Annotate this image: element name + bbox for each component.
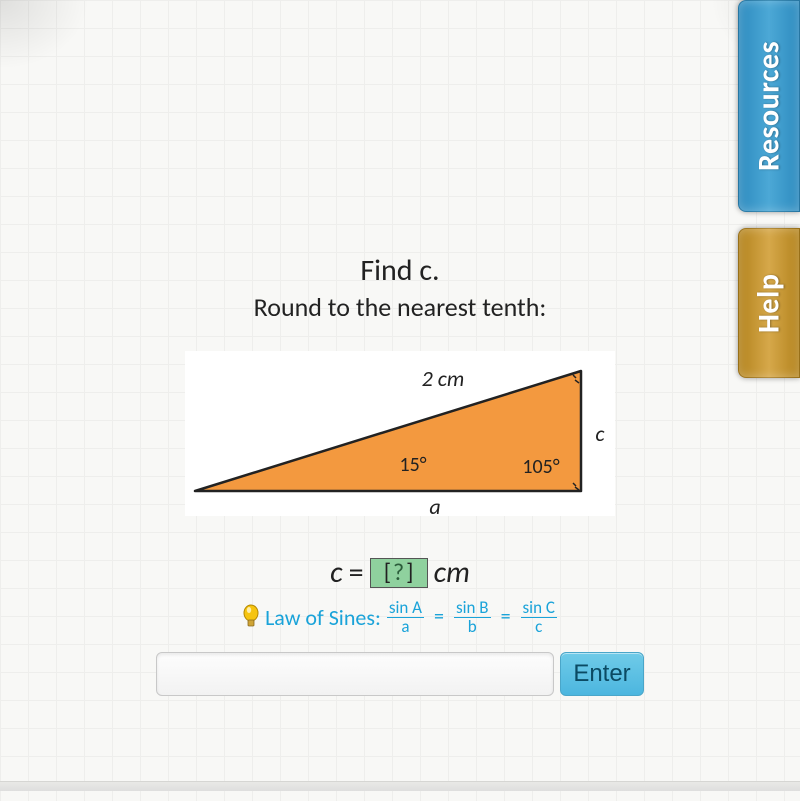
answer-placeholder: ? — [393, 558, 404, 587]
answer-equals: = — [349, 554, 364, 591]
hint-row: Law of Sines: sin A a = sin B b = sin C … — [241, 599, 559, 636]
hint-frac-3: sin C c — [521, 599, 557, 636]
enter-button[interactable]: Enter — [560, 652, 643, 696]
lightbulb-icon — [241, 604, 261, 630]
answer-blank[interactable]: [ ? ] — [370, 558, 428, 588]
hint-frac-2: sin B b — [454, 599, 491, 636]
hint-equals-1: = — [430, 605, 448, 629]
bracket-right: ] — [404, 558, 415, 587]
content-area: Find c. Round to the nearest tenth: 2 cm… — [0, 0, 800, 801]
svg-text:c: c — [595, 420, 605, 447]
hint-equals-2: = — [497, 605, 515, 629]
answer-input[interactable] — [156, 652, 554, 696]
footer-divider — [0, 781, 800, 791]
hint-frac-1: sin A a — [387, 599, 424, 636]
answer-var: c — [330, 554, 342, 591]
problem-title: Find c. — [360, 252, 439, 289]
svg-text:a: a — [429, 493, 440, 516]
bracket-left: [ — [382, 558, 393, 587]
svg-text:105°: 105° — [522, 455, 559, 479]
hint-label: Law of Sines: — [265, 604, 381, 631]
svg-text:15°: 15° — [399, 453, 426, 477]
answer-expression: c = [ ? ] cm — [330, 554, 470, 591]
answer-unit: cm — [434, 554, 470, 591]
triangle-figure: 2 cm 15° 105° a c — [185, 351, 615, 516]
answer-input-row: Enter — [156, 652, 643, 696]
svg-text:2 cm: 2 cm — [422, 365, 465, 392]
problem-subtitle: Round to the nearest tenth: — [254, 291, 547, 323]
